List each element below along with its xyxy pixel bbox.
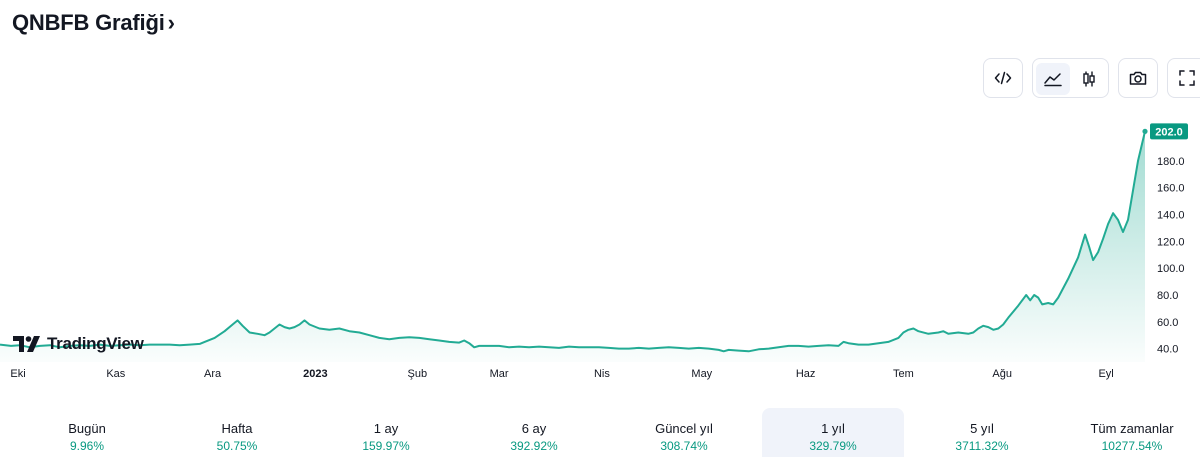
y-tick-label: 40.0 xyxy=(1157,344,1178,356)
logo-wordmark: TradingView xyxy=(47,334,144,353)
period-tab-change: 50.75% xyxy=(216,439,258,453)
y-tick-label: 180.0 xyxy=(1157,156,1185,168)
period-tab-label: 1 yıl xyxy=(821,421,845,436)
period-tab-change: 9.96% xyxy=(69,439,105,453)
x-tick-label: Ağu xyxy=(992,368,1012,380)
embed-button[interactable] xyxy=(983,58,1023,98)
x-tick-label: Kas xyxy=(106,368,125,380)
period-tab-label: Bugün xyxy=(68,421,106,436)
x-tick-label: Eyl xyxy=(1098,368,1113,380)
tradingview-logo-icon xyxy=(13,336,40,352)
last-price-label: 202.0 xyxy=(1155,126,1183,138)
area-style-button[interactable] xyxy=(1036,63,1070,95)
performance-tabs: Bugün 9.96% Hafta 50.75% 1 ay 159.97% 6 ay 392.… xyxy=(0,408,1200,457)
tradingview-logo: TradingView xyxy=(13,334,144,354)
last-price-tag xyxy=(1150,123,1188,140)
area-chart-icon xyxy=(1044,73,1062,87)
fullscreen-button[interactable] xyxy=(1167,58,1200,98)
candles-style-button[interactable] xyxy=(1072,63,1106,95)
y-tick-label: 120.0 xyxy=(1157,236,1185,248)
y-tick-label: 80.0 xyxy=(1157,290,1178,302)
period-tab[interactable]: Bugün 9.96% xyxy=(16,408,158,457)
period-tab-label: 1 ay xyxy=(373,421,399,436)
y-tick-label: 100.0 xyxy=(1157,263,1185,275)
period-tab[interactable]: 1 yıl 329.79% xyxy=(762,408,904,457)
candlestick-icon xyxy=(1083,71,1095,87)
period-tab-change: 329.79% xyxy=(809,439,857,453)
period-tab-change: 3711.32% xyxy=(955,439,1009,453)
snapshot-button[interactable] xyxy=(1118,58,1158,98)
period-tab-label: Hafta xyxy=(221,421,253,436)
chart-toolbar xyxy=(0,58,1200,100)
price-area-fill xyxy=(0,131,1145,362)
chart-style-toggle xyxy=(1032,58,1109,98)
chevron-right-icon: › xyxy=(167,10,175,35)
x-tick-label: Tem xyxy=(893,368,914,380)
period-tab-change: 159.97% xyxy=(362,439,410,453)
last-price-dot xyxy=(1142,128,1148,134)
x-tick-label: Haz xyxy=(796,368,816,380)
y-tick-label: 160.0 xyxy=(1157,183,1185,195)
period-tab-change: 392.92% xyxy=(510,439,558,453)
x-tick-label: Ara xyxy=(204,368,222,380)
y-tick-label: 60.0 xyxy=(1157,317,1178,329)
period-tab-label: 6 ay xyxy=(521,421,547,436)
period-tab-label: 5 yıl xyxy=(970,421,994,436)
price-line xyxy=(0,131,1146,353)
x-tick-label: Mar xyxy=(490,368,509,380)
period-tab[interactable]: Tüm zamanlar 10277.54% xyxy=(1061,408,1200,457)
period-tab[interactable]: Hafta 50.75% xyxy=(166,408,308,457)
chart-title-link[interactable]: QNBFB Grafiği › xyxy=(12,10,175,36)
period-tab-label: Tüm zamanlar xyxy=(1090,421,1174,436)
x-tick-label: Şub xyxy=(408,368,428,380)
period-tab-change: 10277.54% xyxy=(1101,439,1163,453)
page-title: QNBFB Grafiği xyxy=(12,10,165,35)
y-tick-label: 140.0 xyxy=(1157,210,1185,222)
period-tab[interactable]: 6 ay 392.92% xyxy=(463,408,605,457)
period-tab[interactable]: Güncel yıl 308.74% xyxy=(613,408,755,457)
fullscreen-icon xyxy=(1179,70,1195,86)
x-tick-label: Eki xyxy=(10,368,25,380)
price-chart[interactable]: 40.0 60.0 80.0 100.0 120.0 140.0 160.0 180.0 202… xyxy=(0,110,1200,382)
period-tab[interactable]: 1 ay 159.97% xyxy=(315,408,457,457)
period-tab-change: 308.74% xyxy=(660,439,708,453)
x-tick-label: May xyxy=(691,368,712,380)
x-tick-label: Nis xyxy=(594,368,610,380)
period-tab-label: Güncel yıl xyxy=(655,421,713,436)
code-icon xyxy=(994,71,1012,85)
period-tab[interactable]: 5 yıl 3711.32% xyxy=(911,408,1053,457)
camera-icon xyxy=(1129,71,1147,85)
x-tick-label: 2023 xyxy=(303,368,327,380)
